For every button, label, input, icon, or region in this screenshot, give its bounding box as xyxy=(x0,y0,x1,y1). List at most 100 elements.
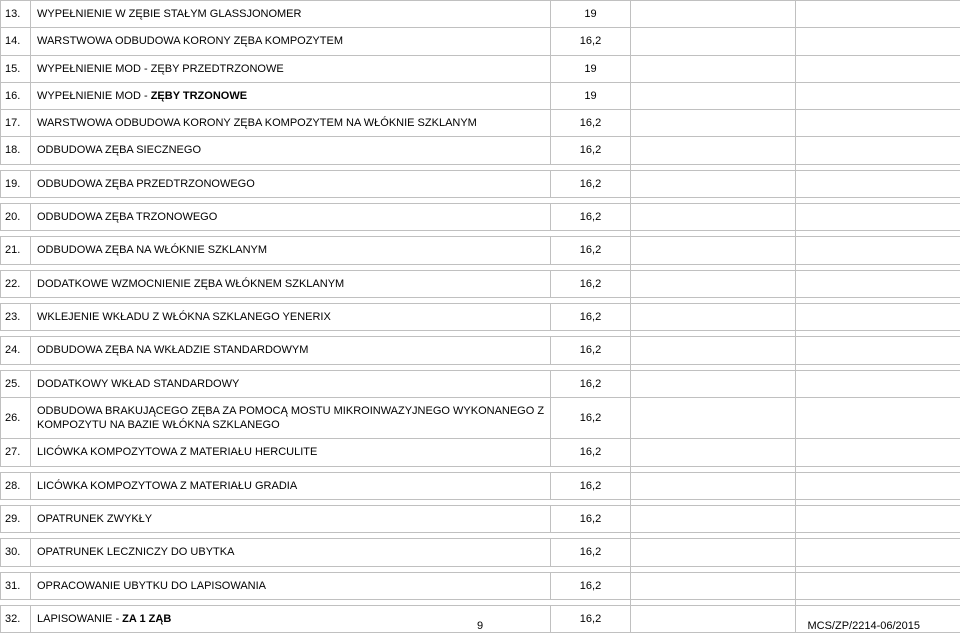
row-value: 16,2 xyxy=(551,572,631,599)
row-number: 19. xyxy=(1,170,31,197)
row-value: 16,2 xyxy=(551,472,631,499)
empty-cell xyxy=(631,204,796,231)
table-row: 15.WYPEŁNIENIE MOD - ZĘBY PRZEDTRZONOWE1… xyxy=(1,55,960,82)
table-row: 13.WYPEŁNIENIE W ZĘBIE STAŁYM GLASSJONOM… xyxy=(1,1,960,28)
row-number: 20. xyxy=(1,204,31,231)
row-description: ODBUDOWA ZĘBA NA WKŁADZIE STANDARDOWYM xyxy=(31,337,551,364)
row-number: 13. xyxy=(1,1,31,28)
empty-cell xyxy=(631,237,796,264)
row-number: 18. xyxy=(1,137,31,164)
empty-cell xyxy=(631,170,796,197)
empty-cell xyxy=(796,270,960,297)
empty-cell xyxy=(631,110,796,137)
empty-cell xyxy=(631,137,796,164)
empty-cell xyxy=(631,539,796,566)
empty-cell xyxy=(631,472,796,499)
empty-cell xyxy=(796,370,960,397)
row-number: 23. xyxy=(1,303,31,330)
row-description: WKLEJENIE WKŁADU Z WŁÓKNA SZKLANEGO YENE… xyxy=(31,303,551,330)
row-value: 16,2 xyxy=(551,539,631,566)
row-value: 16,2 xyxy=(551,337,631,364)
table-row: 23.WKLEJENIE WKŁADU Z WŁÓKNA SZKLANEGO Y… xyxy=(1,303,960,330)
empty-cell xyxy=(631,506,796,533)
row-value: 19 xyxy=(551,82,631,109)
empty-cell xyxy=(631,337,796,364)
empty-cell xyxy=(631,270,796,297)
empty-cell xyxy=(796,110,960,137)
row-value: 16,2 xyxy=(551,110,631,137)
empty-cell xyxy=(796,472,960,499)
row-number: 21. xyxy=(1,237,31,264)
row-description: ODBUDOWA ZĘBA NA WŁÓKNIE SZKLANYM xyxy=(31,237,551,264)
row-number: 28. xyxy=(1,472,31,499)
empty-cell xyxy=(796,506,960,533)
empty-cell xyxy=(796,539,960,566)
table-row: 25.DODATKOWY WKŁAD STANDARDOWY16,2 xyxy=(1,370,960,397)
empty-cell xyxy=(796,204,960,231)
table-row: 19.ODBUDOWA ZĘBA PRZEDTRZONOWEGO16,2 xyxy=(1,170,960,197)
row-value: 19 xyxy=(551,1,631,28)
row-value: 16,2 xyxy=(551,370,631,397)
document-id: MCS/ZP/2214-06/2015 xyxy=(807,620,920,632)
table-row: 20.ODBUDOWA ZĘBA TRZONOWEGO16,2 xyxy=(1,204,960,231)
empty-cell xyxy=(631,1,796,28)
row-description: OPATRUNEK LECZNICZY DO UBYTKA xyxy=(31,539,551,566)
empty-cell xyxy=(796,397,960,439)
row-description: WYPEŁNIENIE MOD - ZĘBY TRZONOWE xyxy=(31,82,551,109)
row-value: 16,2 xyxy=(551,237,631,264)
row-value: 16,2 xyxy=(551,270,631,297)
empty-cell xyxy=(631,55,796,82)
row-description: OPRACOWANIE UBYTKU DO LAPISOWANIA xyxy=(31,572,551,599)
empty-cell xyxy=(796,1,960,28)
row-description: WARSTWOWA ODBUDOWA KORONY ZĘBA KOMPOZYTE… xyxy=(31,28,551,55)
row-number: 14. xyxy=(1,28,31,55)
row-description: ODBUDOWA ZĘBA SIECZNEGO xyxy=(31,137,551,164)
row-number: 31. xyxy=(1,572,31,599)
empty-cell xyxy=(631,28,796,55)
price-table: 13.WYPEŁNIENIE W ZĘBIE STAŁYM GLASSJONOM… xyxy=(0,0,960,633)
row-value: 19 xyxy=(551,55,631,82)
row-description: DODATKOWY WKŁAD STANDARDOWY xyxy=(31,370,551,397)
row-number: 15. xyxy=(1,55,31,82)
row-number: 17. xyxy=(1,110,31,137)
empty-cell xyxy=(796,55,960,82)
empty-cell xyxy=(631,303,796,330)
table-row: 30.OPATRUNEK LECZNICZY DO UBYTKA16,2 xyxy=(1,539,960,566)
table-row: 29.OPATRUNEK ZWYKŁY16,2 xyxy=(1,506,960,533)
row-description: ODBUDOWA BRAKUJĄCEGO ZĘBA ZA POMOCĄ MOST… xyxy=(31,397,551,439)
table-row: 27.LICÓWKA KOMPOZYTOWA Z MATERIAŁU HERCU… xyxy=(1,439,960,466)
empty-cell xyxy=(796,28,960,55)
row-description: WYPEŁNIENIE W ZĘBIE STAŁYM GLASSJONOMER xyxy=(31,1,551,28)
empty-cell xyxy=(631,82,796,109)
empty-cell xyxy=(631,397,796,439)
row-number: 30. xyxy=(1,539,31,566)
empty-cell xyxy=(796,237,960,264)
row-number: 24. xyxy=(1,337,31,364)
row-description: ODBUDOWA ZĘBA PRZEDTRZONOWEGO xyxy=(31,170,551,197)
table-row: 21.ODBUDOWA ZĘBA NA WŁÓKNIE SZKLANYM16,2 xyxy=(1,237,960,264)
row-number: 26. xyxy=(1,397,31,439)
row-number: 27. xyxy=(1,439,31,466)
row-value: 16,2 xyxy=(551,397,631,439)
row-value: 16,2 xyxy=(551,506,631,533)
table-row: 31.OPRACOWANIE UBYTKU DO LAPISOWANIA16,2 xyxy=(1,572,960,599)
row-number: 22. xyxy=(1,270,31,297)
empty-cell xyxy=(631,572,796,599)
table-row: 26.ODBUDOWA BRAKUJĄCEGO ZĘBA ZA POMOCĄ M… xyxy=(1,397,960,439)
row-value: 16,2 xyxy=(551,303,631,330)
empty-cell xyxy=(796,439,960,466)
empty-cell xyxy=(631,439,796,466)
row-number: 29. xyxy=(1,506,31,533)
table-row: 17.WARSTWOWA ODBUDOWA KORONY ZĘBA KOMPOZ… xyxy=(1,110,960,137)
page-number: 9 xyxy=(477,620,483,632)
row-value: 16,2 xyxy=(551,28,631,55)
row-value: 16,2 xyxy=(551,439,631,466)
row-description: OPATRUNEK ZWYKŁY xyxy=(31,506,551,533)
table-row: 14.WARSTWOWA ODBUDOWA KORONY ZĘBA KOMPOZ… xyxy=(1,28,960,55)
page-footer: 9 MCS/ZP/2214-06/2015 xyxy=(0,620,960,632)
row-number: 16. xyxy=(1,82,31,109)
empty-cell xyxy=(796,137,960,164)
table-row: 28.LICÓWKA KOMPOZYTOWA Z MATERIAŁU GRADI… xyxy=(1,472,960,499)
empty-cell xyxy=(631,370,796,397)
row-description: WARSTWOWA ODBUDOWA KORONY ZĘBA KOMPOZYTE… xyxy=(31,110,551,137)
